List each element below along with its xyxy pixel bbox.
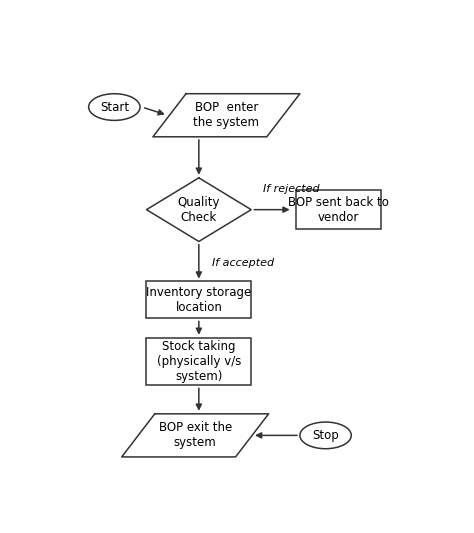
Bar: [146, 338, 251, 385]
Polygon shape: [146, 178, 251, 241]
Bar: [146, 281, 251, 318]
Text: BOP exit the
system: BOP exit the system: [158, 422, 232, 449]
Text: BOP sent back to
vendor: BOP sent back to vendor: [288, 196, 389, 224]
Text: If accepted: If accepted: [212, 258, 274, 268]
Polygon shape: [153, 94, 300, 137]
Text: BOP  enter
the system: BOP enter the system: [193, 101, 259, 130]
Text: Stop: Stop: [312, 429, 339, 442]
Polygon shape: [122, 414, 269, 457]
Text: Stock taking
(physically v/s
system): Stock taking (physically v/s system): [156, 340, 241, 383]
Text: If rejected: If rejected: [263, 184, 320, 194]
Text: Start: Start: [100, 101, 129, 114]
Text: Quality
Check: Quality Check: [178, 196, 220, 224]
Text: Inventory storage
location: Inventory storage location: [146, 286, 252, 314]
Bar: [296, 190, 381, 229]
